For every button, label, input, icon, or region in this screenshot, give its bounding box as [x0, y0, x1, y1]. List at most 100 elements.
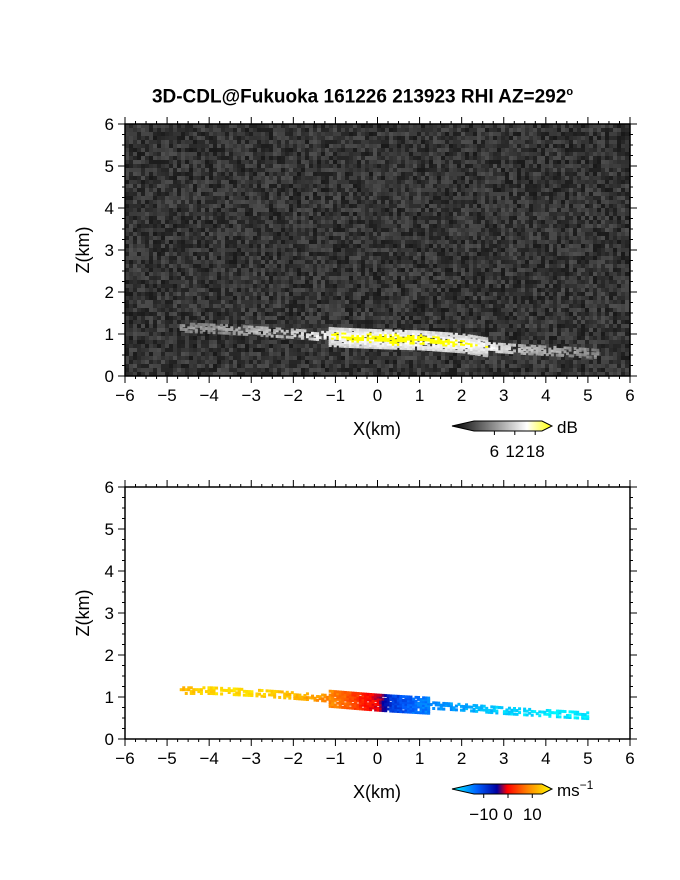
- noise-cell: [153, 144, 157, 148]
- noise-cell: [397, 256, 401, 260]
- noise-cell: [285, 124, 289, 128]
- noise-cell: [573, 228, 577, 232]
- noise-cell: [593, 148, 597, 152]
- noise-cell: [285, 220, 289, 224]
- noise-cell: [377, 196, 381, 200]
- noise-cell: [433, 148, 437, 152]
- noise-cell: [217, 152, 221, 156]
- noise-cell: [205, 156, 209, 160]
- noise-cell: [553, 180, 557, 184]
- noise-cell: [221, 200, 225, 204]
- noise-cell: [253, 220, 257, 224]
- noise-cell: [357, 256, 361, 260]
- noise-cell: [273, 192, 277, 196]
- noise-cell: [393, 176, 397, 180]
- noise-cell: [425, 124, 429, 128]
- noise-cell: [265, 140, 269, 144]
- noise-cell: [565, 260, 569, 264]
- noise-cell: [141, 252, 145, 256]
- noise-cell: [233, 280, 237, 284]
- noise-cell: [213, 264, 217, 268]
- noise-cell: [281, 264, 285, 268]
- noise-cell: [553, 176, 557, 180]
- noise-cell: [397, 172, 401, 176]
- noise-cell: [461, 276, 465, 280]
- noise-cell: [125, 124, 129, 128]
- noise-cell: [513, 212, 517, 216]
- noise-cell: [353, 212, 357, 216]
- noise-cell: [553, 156, 557, 160]
- noise-cell: [553, 140, 557, 144]
- noise-cell: [413, 160, 417, 164]
- noise-cell: [353, 204, 357, 208]
- noise-cell: [517, 144, 521, 148]
- noise-cell: [581, 128, 585, 132]
- noise-cell: [465, 124, 469, 128]
- noise-cell: [581, 164, 585, 168]
- noise-cell: [153, 176, 157, 180]
- noise-cell: [605, 236, 609, 240]
- noise-cell: [137, 236, 141, 240]
- noise-cell: [613, 200, 617, 204]
- noise-cell: [597, 208, 601, 212]
- noise-cell: [489, 272, 493, 276]
- noise-cell: [345, 172, 349, 176]
- noise-cell: [349, 220, 353, 224]
- noise-cell: [589, 156, 593, 160]
- noise-cell: [533, 196, 537, 200]
- noise-cell: [257, 228, 261, 232]
- noise-cell: [465, 192, 469, 196]
- noise-cell: [309, 244, 313, 248]
- noise-cell: [541, 260, 545, 264]
- noise-cell: [125, 168, 129, 172]
- noise-cell: [197, 128, 201, 132]
- noise-cell: [237, 192, 241, 196]
- noise-cell: [461, 204, 465, 208]
- noise-cell: [573, 136, 577, 140]
- noise-cell: [233, 136, 237, 140]
- noise-cell: [621, 136, 625, 140]
- noise-cell: [377, 272, 381, 276]
- noise-cell: [601, 196, 605, 200]
- noise-cell: [265, 280, 269, 284]
- noise-cell: [385, 224, 389, 228]
- noise-cell: [213, 260, 217, 264]
- noise-cell: [581, 196, 585, 200]
- noise-cell: [197, 196, 201, 200]
- noise-cell: [433, 188, 437, 192]
- noise-cell: [265, 136, 269, 140]
- noise-cell: [341, 184, 345, 188]
- noise-cell: [617, 180, 621, 184]
- noise-cell: [237, 144, 241, 148]
- noise-cell: [469, 224, 473, 228]
- noise-cell: [161, 152, 165, 156]
- noise-cell: [473, 164, 477, 168]
- noise-cell: [381, 256, 385, 260]
- noise-cell: [317, 240, 321, 244]
- noise-cell: [317, 208, 321, 212]
- noise-cell: [225, 188, 229, 192]
- noise-cell: [501, 152, 505, 156]
- noise-cell: [293, 220, 297, 224]
- noise-cell: [453, 132, 457, 136]
- noise-cell: [157, 172, 161, 176]
- noise-cell: [397, 244, 401, 248]
- noise-cell: [437, 192, 441, 196]
- noise-cell: [309, 260, 313, 264]
- noise-cell: [245, 164, 249, 168]
- noise-cell: [353, 268, 357, 272]
- noise-cell: [321, 260, 325, 264]
- noise-cell: [169, 252, 173, 256]
- noise-cell: [577, 268, 581, 272]
- noise-cell: [197, 228, 201, 232]
- noise-cell: [517, 216, 521, 220]
- noise-cell: [129, 152, 133, 156]
- noise-cell: [489, 172, 493, 176]
- noise-cell: [581, 192, 585, 196]
- noise-cell: [509, 256, 513, 260]
- noise-cell: [445, 152, 449, 156]
- noise-cell: [481, 240, 485, 244]
- noise-cell: [341, 172, 345, 176]
- noise-cell: [621, 188, 625, 192]
- noise-cell: [217, 204, 221, 208]
